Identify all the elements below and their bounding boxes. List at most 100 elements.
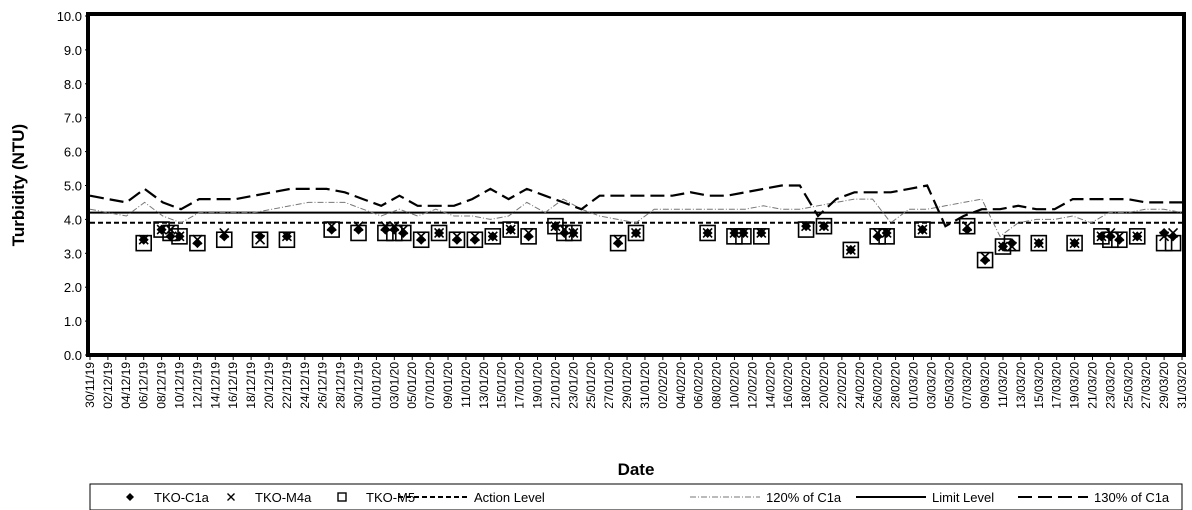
tko-m4a-point: [192, 234, 203, 245]
tko-m4a-point: [1006, 241, 1017, 252]
y-tick-label: 0.0: [64, 348, 82, 363]
tko-m4a-point: [1167, 227, 1179, 239]
x-tick-label: 11/01/20: [459, 362, 473, 408]
tko-m4a-point: [917, 224, 928, 235]
x-tick-label: 27/01/20: [602, 362, 616, 409]
tko-m4a-point: [165, 224, 176, 235]
x-tick-label: 13/03/20: [1014, 362, 1028, 409]
x-tick-label: 04/02/20: [674, 362, 688, 409]
x-tick-label: 24/02/20: [853, 362, 867, 409]
tko-m4a-point: [801, 221, 812, 232]
legend-120-of-c1a-label: 120% of C1a: [766, 490, 842, 505]
tko-m4a-point: [398, 224, 409, 235]
x-tick-label: 31/01/20: [638, 362, 652, 409]
tko-m4a-point: [962, 221, 973, 232]
tko-c1a-point: [523, 231, 534, 242]
tko-m4a-point: [702, 227, 713, 239]
x-tick-label: 22/02/20: [835, 362, 849, 409]
tko-m5-point: [430, 224, 448, 242]
x-tick-label: 18/02/20: [799, 362, 813, 409]
x-axis-title: Date: [618, 460, 655, 479]
x-tick-label: 21/03/20: [1085, 362, 1099, 409]
tko-m4a-point: [255, 234, 266, 245]
x-tick-label: 09/03/20: [978, 362, 992, 409]
x-tick-label: 28/12/19: [334, 362, 348, 409]
tko-m5-point: [520, 228, 537, 245]
x-tick-label: 15/01/20: [495, 362, 509, 409]
tko-m4a-point: [469, 231, 480, 242]
x-tick-label: 07/03/20: [960, 362, 974, 409]
legend-tko-m5-symbol: [337, 492, 347, 502]
tko-m4a-point: [729, 227, 740, 239]
tko-c1a-point: [380, 224, 391, 235]
tko-m4a-point: [1105, 227, 1116, 239]
x-tick-label: 20/12/19: [262, 362, 276, 409]
plot-area-border: [86, 12, 1186, 357]
x-tick-label: 27/03/20: [1139, 362, 1153, 409]
y-axis-title: Turbidity (NTU): [9, 124, 28, 246]
tko-c1a-point: [872, 231, 883, 242]
x-tick-label: 03/01/20: [387, 362, 401, 409]
y-tick-label: 4.0: [64, 212, 82, 227]
x-tick-label: 10/02/20: [727, 362, 741, 409]
tko-c1a-point: [398, 227, 409, 238]
x-tick-label: 17/01/20: [513, 362, 527, 409]
tko-m4a-point: [1114, 231, 1125, 242]
tko-m4a-point: [568, 227, 579, 239]
tko-c1a-point: [219, 231, 230, 242]
x-tick-label: 24/12/19: [298, 362, 312, 409]
x-tick-label: 28/02/20: [889, 362, 903, 409]
tko-c1a-point: [389, 224, 400, 235]
data-markers: [135, 217, 1182, 269]
x-tick-label: 30/11/19: [83, 362, 97, 408]
tko-m4a-point: [613, 234, 624, 245]
x-tick-label: 01/01/20: [369, 362, 383, 409]
x-tick-label: 19/03/20: [1068, 362, 1082, 409]
tko-c1a-point: [980, 255, 991, 266]
tko-m4a-point: [219, 227, 230, 239]
y-tick-label: 9.0: [64, 43, 82, 58]
x-tick-label: 16/12/19: [226, 362, 240, 409]
tko-m5-point: [976, 251, 994, 269]
tko-m4a-point: [872, 227, 883, 239]
x-tick-label: 21/01/20: [548, 362, 562, 409]
y-axis: 0.0 1.0 2.0 3.0 4.0 5.0 6.0 7.0 8.0 9.0 10.0: [57, 9, 90, 363]
x-tick-label: 30/12/19: [352, 362, 366, 409]
x-tick-label: 15/03/20: [1032, 362, 1046, 409]
x-tick-label: 05/03/20: [942, 362, 956, 409]
tko-c1a-point: [416, 234, 427, 245]
tko-m4a-point: [738, 227, 749, 239]
x-tick-label: 22/12/19: [280, 362, 294, 409]
tko-m4a-point: [559, 224, 570, 235]
x-tick-label: 07/01/20: [423, 362, 437, 409]
x-tick-label: 26/02/20: [871, 362, 885, 409]
legend-tko-m4a-symbol: [227, 493, 235, 501]
tko-m5-point: [842, 241, 860, 259]
130-of-c1a-line: [89, 184, 1182, 228]
tko-c1a-point: [326, 224, 337, 235]
tko-m5-point: [484, 228, 502, 245]
tko-c1a-point: [1168, 231, 1179, 242]
y-tick-label: 7.0: [64, 111, 82, 126]
x-tick-label: 25/03/20: [1121, 362, 1135, 409]
tko-m5-point: [153, 221, 170, 238]
tko-c1a-point: [353, 224, 364, 235]
tko-m5-point: [323, 221, 340, 238]
tko-m4a-point: [138, 234, 149, 245]
tko-m4a-point: [550, 221, 561, 232]
tko-m4a-point: [326, 221, 337, 232]
x-tick-label: 14/02/20: [763, 362, 777, 409]
x-tick-label: 13/01/20: [477, 362, 491, 409]
legend: TKO-C1a TKO-M4a TKO-M5 Action Level 120% of …: [126, 490, 1170, 505]
y-tick-label: 6.0: [64, 145, 82, 160]
x-tick-label: 02/02/20: [656, 362, 670, 409]
x-tick-label: 11/03/20: [996, 362, 1010, 408]
y-tick-label: 10.0: [57, 9, 82, 24]
tko-m5-point: [502, 221, 519, 238]
x-tick-label: 14/12/19: [208, 362, 222, 409]
tko-m4a-point: [174, 231, 185, 242]
tko-c1a-point: [192, 238, 203, 249]
y-tick-label: 8.0: [64, 77, 82, 92]
tko-c1a-point: [1159, 227, 1170, 238]
